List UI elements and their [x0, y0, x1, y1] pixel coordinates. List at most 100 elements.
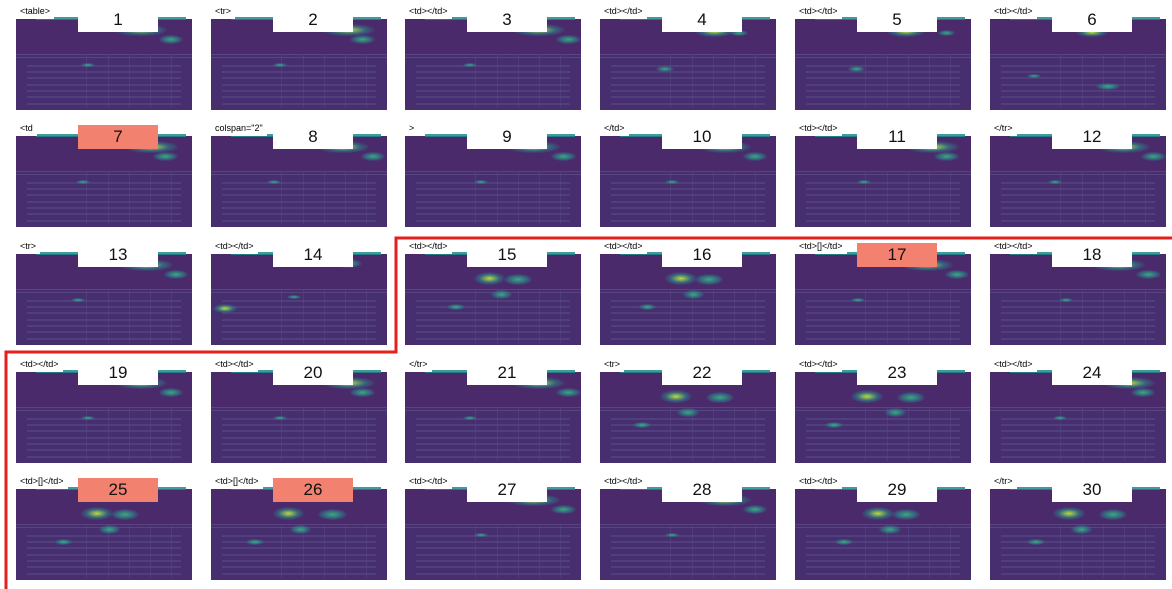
table-column-line — [559, 525, 561, 579]
table-text-row — [26, 206, 182, 209]
table-text-row — [221, 449, 377, 452]
table-column-line — [323, 525, 325, 579]
table-column-line — [281, 172, 283, 226]
table-rule — [600, 57, 776, 59]
token-label: <td></td> — [795, 474, 842, 489]
attention-hotspot — [851, 297, 866, 303]
table-column-line — [733, 408, 735, 462]
table-text-row — [805, 312, 961, 315]
step-number: 20 — [273, 361, 353, 385]
attention-heatmap — [795, 489, 971, 580]
table-rule — [16, 410, 192, 412]
step-number: 18 — [1052, 243, 1132, 267]
table-text-row — [805, 331, 961, 334]
table-text-row — [26, 331, 182, 334]
attention-tile: <table> 1 — [12, 4, 192, 112]
table-text-row — [610, 305, 766, 308]
table-column-line — [949, 525, 951, 579]
table-column-line — [475, 290, 477, 344]
table-column-line — [1123, 408, 1125, 462]
step-number: 6 — [1052, 8, 1132, 32]
table-text-row — [1000, 553, 1156, 556]
attention-hotspot — [665, 272, 697, 285]
table-column-line — [907, 290, 909, 344]
table-text-row — [415, 187, 571, 190]
table-text-row — [1000, 547, 1156, 550]
attention-hotspot — [1053, 507, 1086, 520]
table-text-row — [1000, 83, 1156, 86]
table-text-row — [805, 83, 961, 86]
table-text-row — [415, 200, 571, 203]
table-rule — [795, 174, 971, 176]
attention-hotspot — [1058, 297, 1073, 303]
attention-tile: <td></td> 11 — [791, 121, 971, 229]
table-column-line — [170, 408, 172, 462]
attention-tile: <td></td> 14 — [207, 239, 387, 347]
table-column-line — [149, 525, 151, 579]
step-number-highlighted: 7 — [78, 125, 158, 149]
table-text-row — [221, 213, 377, 216]
table-text-row — [610, 181, 766, 184]
table-text-row — [805, 455, 961, 458]
table-text-row — [1000, 423, 1156, 426]
table-rule — [405, 170, 581, 172]
table-text-row — [26, 455, 182, 458]
attention-tile: <td></td> 16 — [596, 239, 776, 347]
table-text-row — [805, 430, 961, 433]
table-text-row — [610, 312, 766, 315]
table-column-line — [302, 408, 304, 462]
attention-heatmap — [990, 372, 1166, 463]
table-column-line — [517, 172, 519, 226]
table-text-row — [805, 318, 961, 321]
attention-heatmap — [211, 19, 387, 110]
attention-heatmap — [795, 254, 971, 345]
table-text-row — [1000, 89, 1156, 92]
token-label: > — [405, 121, 419, 136]
table-text-row — [610, 430, 766, 433]
table-text-row — [1000, 442, 1156, 445]
step-number: 22 — [662, 361, 742, 385]
attention-hotspot — [318, 509, 347, 520]
table-text-row — [610, 559, 766, 562]
attention-tile: <td></td> 6 — [986, 4, 1166, 112]
table-text-row — [415, 219, 571, 222]
table-column-line — [733, 290, 735, 344]
table-rule — [405, 523, 581, 525]
token-label: <td></td> — [600, 239, 647, 254]
attention-heatmap — [211, 489, 387, 580]
table-text-row — [610, 540, 766, 543]
table-column-line — [1060, 55, 1062, 109]
table-column-line — [1144, 55, 1146, 109]
table-text-row — [610, 83, 766, 86]
table-text-row — [610, 436, 766, 439]
table-text-row — [805, 89, 961, 92]
table-text-row — [610, 324, 766, 327]
table-text-row — [221, 102, 377, 105]
table-text-row — [805, 187, 961, 190]
table-text-row — [1000, 331, 1156, 334]
attention-hotspot — [1099, 509, 1128, 520]
table-column-line — [170, 290, 172, 344]
table-rule — [16, 57, 192, 59]
attention-hotspot — [856, 179, 871, 185]
table-text-row — [610, 89, 766, 92]
attention-heatmap — [600, 136, 776, 227]
token-label: </tr> — [990, 474, 1017, 489]
table-text-row — [26, 213, 182, 216]
step-number: 23 — [857, 361, 937, 385]
table-text-row — [26, 449, 182, 452]
attention-hotspot — [81, 62, 96, 68]
table-column-line — [754, 55, 756, 109]
attention-hotspot — [1070, 525, 1093, 534]
table-column-line — [107, 290, 109, 344]
table-rule — [990, 292, 1166, 294]
table-rule — [16, 292, 192, 294]
attention-tile: <td></td> 24 — [986, 357, 1166, 465]
attention-heatmap — [795, 372, 971, 463]
attention-heatmap — [600, 254, 776, 345]
table-text-row — [805, 64, 961, 67]
attention-heatmap — [16, 489, 192, 580]
table-rule — [795, 406, 971, 408]
table-text-row — [221, 77, 377, 80]
table-text-row — [1000, 96, 1156, 99]
